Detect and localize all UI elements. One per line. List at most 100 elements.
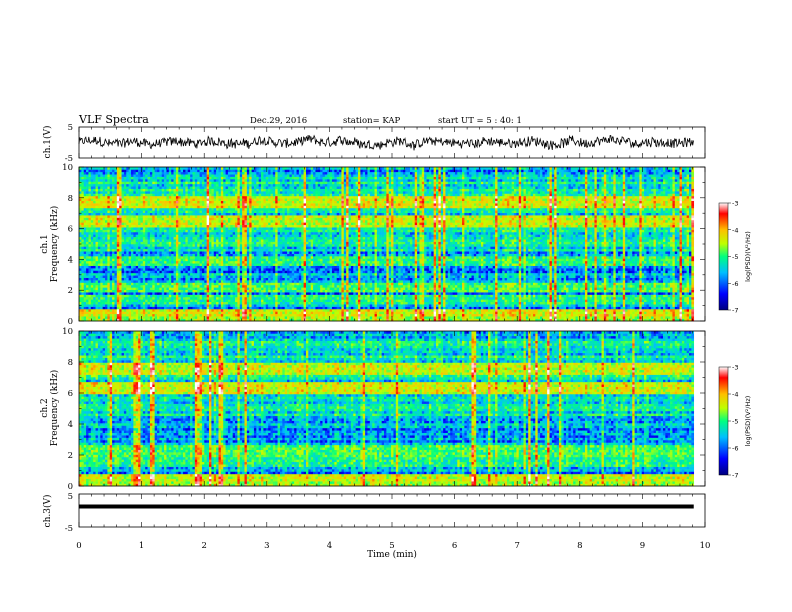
spectrogram-cell	[86, 242, 89, 245]
spectrogram-cell	[183, 307, 186, 310]
spectrogram-cell	[169, 254, 172, 257]
spectrogram-cell	[209, 287, 212, 290]
spectrogram-cell	[138, 246, 141, 249]
spectrogram-cell	[211, 193, 214, 196]
spectrogram-cell	[114, 256, 117, 259]
spectrogram-cell	[152, 246, 155, 249]
spectrogram-cell	[228, 230, 231, 233]
spectrogram-cell	[176, 232, 179, 235]
spectrogram-cell	[140, 215, 143, 218]
spectrogram-cell	[204, 290, 207, 293]
spectrogram-cell	[200, 215, 203, 218]
spectrogram-cell	[204, 273, 207, 276]
spectrogram-cell	[237, 297, 240, 300]
spectrogram-cell	[88, 177, 91, 180]
spectrogram-cell	[178, 181, 181, 184]
spectrogram-cell	[219, 167, 222, 170]
spectrogram-cell	[119, 218, 122, 221]
spectrogram-cell	[124, 244, 127, 247]
spectrogram-cell	[197, 297, 200, 300]
spectrogram-cell	[119, 189, 122, 192]
spectrogram-cell	[188, 266, 191, 269]
spectrogram-cell	[93, 167, 96, 170]
spectrogram-cell	[237, 222, 240, 225]
spectrogram-cell	[233, 249, 236, 252]
spectrogram-cell	[117, 210, 120, 213]
spectrogram-cell	[235, 261, 238, 264]
spectrogram-cell	[124, 256, 127, 259]
spectrogram-cell	[230, 299, 233, 302]
spectrogram-cell	[145, 208, 148, 211]
spectrogram-cell	[223, 295, 226, 298]
spectrogram-cell	[86, 270, 89, 273]
spectrogram-cell	[91, 246, 94, 249]
spectrogram-cell	[110, 251, 113, 254]
spectrogram-cell	[226, 307, 229, 310]
spectrogram-cell	[159, 309, 162, 312]
spectrogram-cell	[216, 285, 219, 288]
spectrogram-cell	[174, 191, 177, 194]
spectrogram-cell	[112, 261, 115, 264]
spectrogram-cell	[126, 174, 129, 177]
spectrogram-cell	[242, 314, 245, 317]
spectrogram-cell	[245, 297, 248, 300]
spectrogram-cell	[131, 196, 134, 199]
spectrogram-cell	[192, 215, 195, 218]
spectrogram-cell	[174, 299, 177, 302]
spectrogram-cell	[197, 193, 200, 196]
spectrogram-cell	[171, 234, 174, 237]
spectrogram-cell	[200, 172, 203, 175]
spectrogram-cell	[230, 218, 233, 221]
spectrogram-cell	[166, 258, 169, 261]
spectrogram-cell	[133, 215, 136, 218]
spectrogram-cell	[81, 251, 84, 254]
spectrogram-cell	[143, 227, 146, 230]
spectrogram-cell	[107, 206, 110, 209]
spectrogram-cell	[164, 169, 167, 172]
spectrogram-cell	[162, 167, 165, 170]
spectrogram-cell	[202, 239, 205, 242]
spectrogram-cell	[126, 237, 129, 240]
spectrogram-cell	[169, 242, 172, 245]
spectrogram-cell	[112, 251, 115, 254]
spectrogram-cell	[105, 172, 108, 175]
spectrogram-cell	[247, 232, 250, 235]
spectrogram-cell	[98, 256, 101, 259]
spectrogram-cell	[145, 220, 148, 223]
spectrogram-cell	[178, 213, 181, 216]
spectrogram-cell	[114, 311, 117, 314]
spectrogram-cell	[81, 237, 84, 240]
spectrogram-cell	[105, 210, 108, 213]
spectrogram-cell	[188, 215, 191, 218]
spectrogram-cell	[216, 230, 219, 233]
spectrogram-cell	[93, 251, 96, 254]
spectrogram-cell	[129, 292, 132, 295]
spectrogram-cell	[204, 215, 207, 218]
spectrogram-cell	[200, 263, 203, 266]
spectrogram-cell	[221, 206, 224, 209]
spectrogram-cell	[117, 215, 120, 218]
spectrogram-cell	[112, 242, 115, 245]
spectrogram-cell	[103, 242, 106, 245]
spectrogram-cell	[192, 167, 195, 170]
spectrogram-cell	[157, 297, 160, 300]
spectrogram-cell	[192, 191, 195, 194]
spectrogram-cell	[166, 220, 169, 223]
spectrogram-cell	[195, 258, 198, 261]
spectrogram-cell	[195, 239, 198, 242]
spectrogram-cell	[143, 275, 146, 278]
spectrogram-cell	[150, 278, 153, 281]
spectrogram-cell	[143, 186, 146, 189]
spectrogram-cell	[162, 172, 165, 175]
spectrogram-cell	[88, 167, 91, 170]
spectrogram-cell	[133, 299, 136, 302]
spectrogram-cell	[124, 273, 127, 276]
spectrogram-cell	[98, 295, 101, 298]
start-time-label: start UT = 5 : 40: 1	[438, 116, 522, 126]
spectrogram-cell	[105, 191, 108, 194]
spectrogram-cell	[247, 302, 250, 305]
spectrogram-cell	[98, 237, 101, 240]
spectrogram-cell	[185, 258, 188, 261]
spectrogram-cell	[211, 295, 214, 298]
spectrogram-cell	[181, 251, 184, 254]
